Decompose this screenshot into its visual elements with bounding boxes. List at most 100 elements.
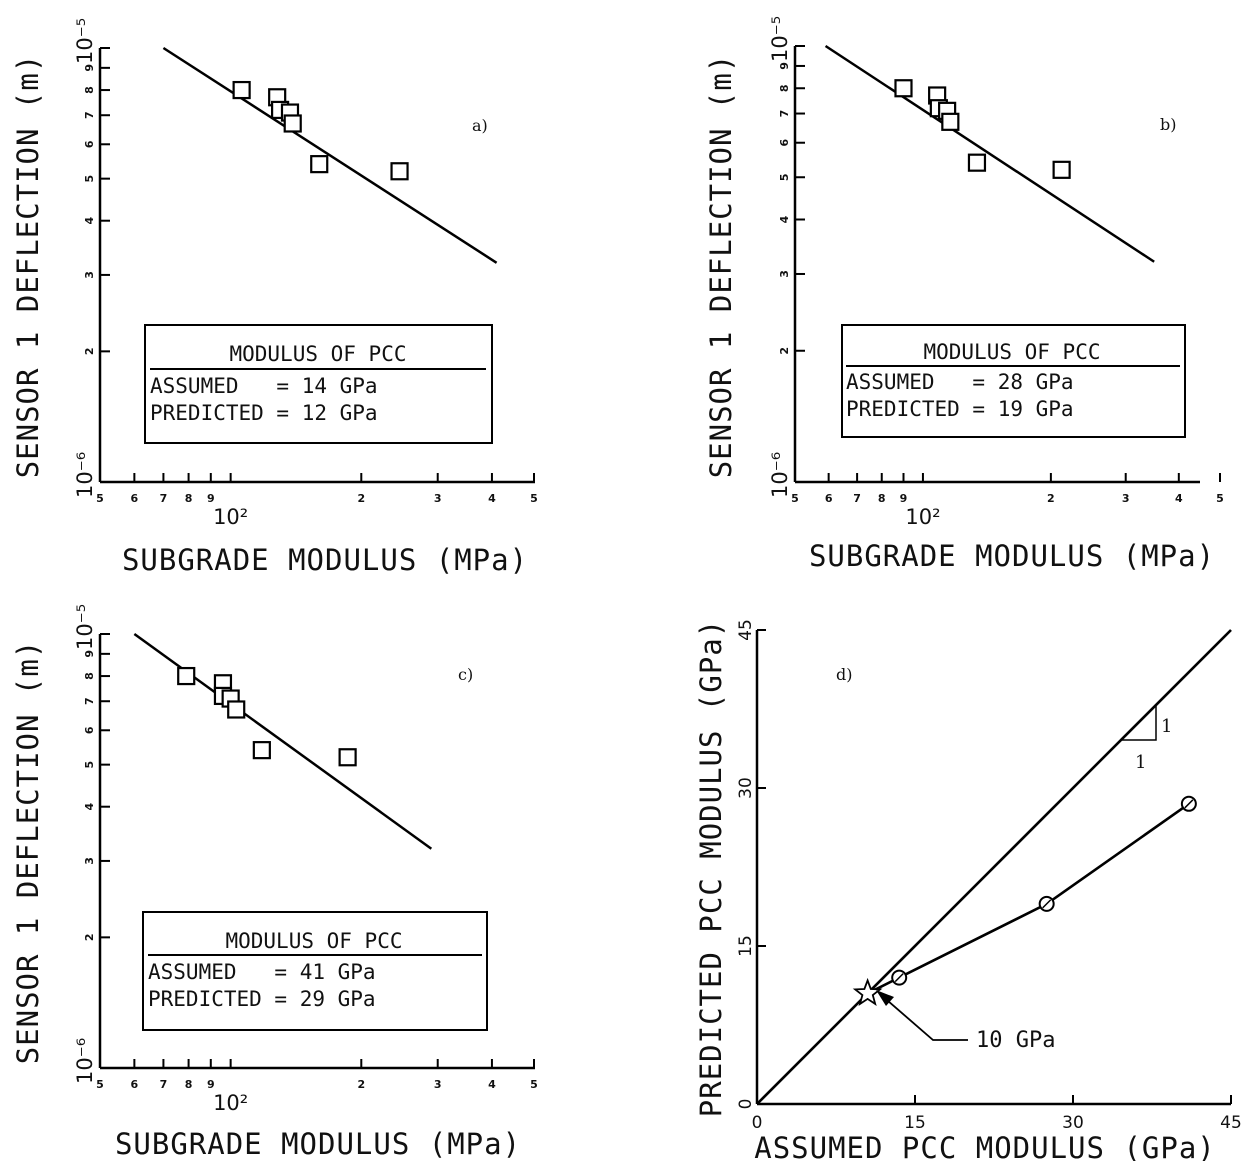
fit-line-segment <box>824 44 1155 263</box>
square-point <box>390 162 409 181</box>
y-tick-label: 30 <box>736 777 756 799</box>
x-tick-label: 5 <box>791 492 799 505</box>
square-point <box>177 666 196 686</box>
x-tick-label: 5 <box>96 1078 104 1091</box>
x-tick-label: 8 <box>878 492 886 505</box>
x-tick-label: 30 <box>1062 1113 1084 1133</box>
x-axis-title: SUBGRADE MODULUS (MPa) <box>122 543 528 577</box>
y-tick-label: 5 <box>83 761 96 769</box>
y-tick-label: 8 <box>83 86 96 94</box>
legend-predicted: PREDICTED = 29 GPa <box>148 987 376 1011</box>
y-tick-label: 9 <box>83 64 96 72</box>
x-axis-title: SUBGRADE MODULUS (MPa) <box>809 539 1215 573</box>
x-tick-label: 7 <box>160 1078 168 1091</box>
y-tick-label: 4 <box>83 803 96 811</box>
x-tick-label: 7 <box>160 492 168 505</box>
legend-assumed: ASSUMED = 28 GPa <box>846 370 1074 394</box>
legend-predicted: PREDICTED = 19 GPa <box>846 397 1074 421</box>
fit-line <box>162 46 498 264</box>
x-tick-label: 9 <box>900 492 908 505</box>
x-tick-label: 5 <box>96 492 104 505</box>
y-tick-label: 10⁻⁶ <box>768 452 792 498</box>
x-tick-label: 3 <box>434 492 442 505</box>
y-tick-label: 4 <box>778 215 791 223</box>
data-points <box>232 80 409 181</box>
x-tick-label: 10² <box>905 505 940 529</box>
y-ticks: 10⁻⁶ 2 3 4 5 6 7 8 910⁻⁵ <box>73 604 110 1084</box>
y-tick-label: 10⁻⁵ <box>73 18 97 64</box>
slope-triangle: 1 1 <box>1122 706 1172 773</box>
x-tick-label: 0 <box>752 1113 763 1133</box>
x-tick-label: 10² <box>213 1091 248 1115</box>
y-tick-label: 7 <box>778 110 791 118</box>
square-point <box>894 79 913 98</box>
y-tick-label: 6 <box>83 140 96 148</box>
x-tick-label: 2 <box>1047 492 1055 505</box>
y-tick-label: 10⁻⁶ <box>73 452 97 498</box>
square-point <box>967 153 987 172</box>
panel-label: c) <box>458 665 473 684</box>
x-tick-label: 5 <box>530 1078 538 1091</box>
x-tick-label: 9 <box>207 1078 215 1091</box>
x-tick-label: 3 <box>1122 492 1130 505</box>
y-tick-label: 6 <box>778 139 791 147</box>
y-tick-label: 10⁻⁶ <box>73 1038 97 1084</box>
y-tick-label: 3 <box>83 271 96 279</box>
y-tick-label: 5 <box>83 175 96 183</box>
x-tick-label: 8 <box>185 492 193 505</box>
x-tick-label: 45 <box>1220 1113 1242 1133</box>
legend-predicted: PREDICTED = 12 GPa <box>150 401 378 425</box>
y-tick-label: 10⁻⁵ <box>73 604 97 650</box>
panel-d: 0 15 30 45 0 15 30 45 d) 1 1 10 GPa ASSUMED PCC… <box>694 619 1242 1161</box>
legend-box: MODULUS OF PCC ASSUMED = 41 GPa PREDICTE… <box>142 911 488 1031</box>
square-point <box>310 155 329 174</box>
legend-title: MODULUS OF PCC <box>923 340 1100 364</box>
y-axis-title: SENSOR 1 DEFLECTION (m) <box>11 640 45 1065</box>
y-tick-label: 45 <box>736 619 756 641</box>
square-point <box>252 741 271 760</box>
x-tick-label: 7 <box>853 492 861 505</box>
fit-line <box>133 632 433 850</box>
x-tick-label: 4 <box>1175 492 1183 505</box>
y-tick-label: 15 <box>736 935 756 957</box>
annotation-10-gpa: 10 GPa <box>976 1028 1055 1053</box>
data-points <box>894 79 1071 179</box>
x-tick-label: 2 <box>357 1078 365 1091</box>
square-point <box>338 748 357 767</box>
slope-label-horizontal: 1 <box>1135 752 1146 773</box>
square-point <box>283 114 302 133</box>
x-tick-label: 6 <box>825 492 833 505</box>
x-tick-label: 15 <box>904 1113 926 1133</box>
markers <box>852 795 1197 1006</box>
y-tick-label: 9 <box>83 650 96 658</box>
square-point <box>1052 160 1071 179</box>
y-tick-label: 10⁻⁵ <box>768 16 792 62</box>
legend-title: MODULUS OF PCC <box>229 342 406 366</box>
y-axis-title: PREDICTED PCC MODULUS (GPa) <box>694 619 728 1117</box>
y-tick-label: 2 <box>83 348 96 356</box>
series-lines <box>756 629 1232 1105</box>
data-points <box>177 666 357 767</box>
legend-assumed: ASSUMED = 14 GPa <box>150 374 378 398</box>
fit-line-segment <box>133 632 433 850</box>
legend-box: MODULUS OF PCC ASSUMED = 14 GPa PREDICTE… <box>144 324 493 444</box>
panel-label: d) <box>836 665 852 684</box>
x-tick-label: 6 <box>131 1078 139 1091</box>
y-tick-label: 8 <box>83 672 96 680</box>
x-tick-label: 4 <box>488 1078 496 1091</box>
x-axis-title: SUBGRADE MODULUS (MPa) <box>115 1127 521 1161</box>
equality-line <box>756 629 1232 1105</box>
y-axis-title: SENSOR 1 DEFLECTION (m) <box>11 54 45 479</box>
legend-box: MODULUS OF PCC ASSUMED = 28 GPa PREDICTE… <box>841 324 1186 438</box>
x-tick-label: 9 <box>207 492 215 505</box>
y-tick-label: 3 <box>83 857 96 865</box>
y-tick-label: 2 <box>83 934 96 942</box>
y-tick-label: 6 <box>83 726 96 734</box>
fit-line-segment <box>162 46 498 264</box>
